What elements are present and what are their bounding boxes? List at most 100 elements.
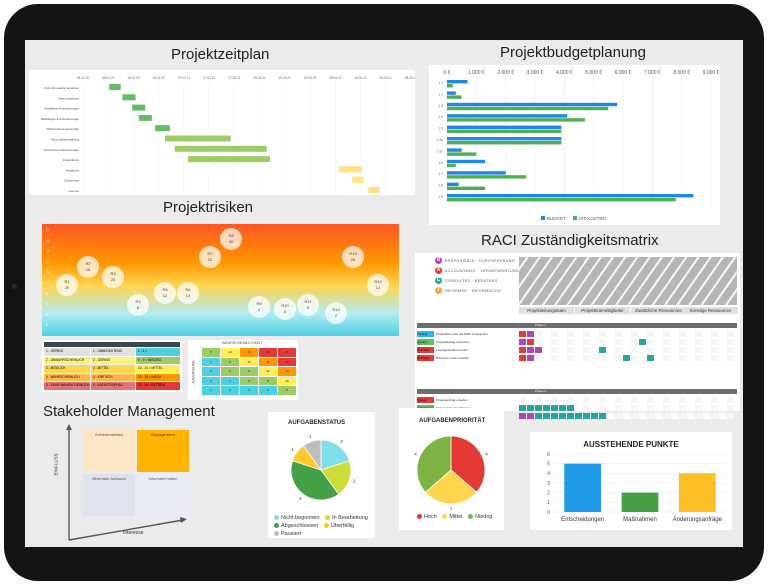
pending-category-label: Entscheidungen — [561, 517, 604, 523]
raci-cell — [607, 397, 615, 403]
quadrant-br-label: Informiert halten — [148, 476, 178, 481]
raci-legend-text: INFORMED · INFORMATION — [445, 288, 502, 293]
raci-cell — [711, 355, 719, 361]
risk-matrix-cell: 5 — [202, 348, 220, 357]
raci-cell — [719, 339, 727, 345]
raci-cell — [527, 331, 535, 337]
budget-bar — [447, 102, 618, 107]
risk-bubble: R6 14 — [177, 282, 199, 304]
raci-cell — [583, 355, 591, 361]
raci-cell — [711, 413, 719, 419]
ist-bar — [447, 152, 477, 156]
aufgabenprioritaet-pie: 4 3 4 — [414, 435, 488, 510]
budget-axis-tick: 3.000 € — [527, 70, 544, 76]
risk-legend-header — [44, 342, 180, 347]
budget-row-label: 1.1 — [438, 81, 443, 85]
raci-cell — [591, 405, 599, 411]
raci-cell — [655, 339, 663, 345]
ist-bar — [447, 106, 609, 111]
raci-cell — [527, 405, 535, 411]
raci-cell — [519, 405, 527, 411]
raci-cell — [679, 355, 687, 361]
risk-bubble-score: 6 — [283, 309, 287, 314]
risk-matrix-cell: 6 — [221, 367, 239, 376]
budget-row-label: 1.8 — [438, 184, 443, 188]
priority-slice — [416, 435, 452, 493]
gantt-chart: 28.12.20 08.01.21 18.01.21 28.01.21 07.02.21… — [41, 76, 417, 193]
pending-category-label: Änderungsanfräge — [673, 516, 723, 523]
risk-matrix-cell: 4 — [259, 386, 277, 395]
risk-y-tick: 10 — [46, 281, 50, 285]
raci-legend-letter: I — [435, 287, 442, 294]
status-legend-swatch — [274, 531, 279, 537]
risk-bubble-id: R10 — [281, 303, 289, 308]
risk-bubble-score: 4 — [257, 307, 261, 312]
raci-cell — [591, 347, 599, 353]
budget-axis-tick: 0 € — [444, 70, 451, 76]
gantt-task-label: Detaillierte Anforderungen — [44, 107, 79, 111]
raci-status: Pending — [417, 331, 434, 337]
budget-bar-chart: 0 € 1.000 € 2.000 € 3.000 € 4.000 € 5.000 € 6.… — [436, 70, 719, 221]
risk-matrix-cell: 6 — [240, 376, 258, 386]
risk-impact-row: 2 - GERING — [91, 356, 135, 364]
raci-cell — [559, 413, 567, 419]
risk-bubble: R5 12 — [154, 282, 176, 304]
risk-y-tick: 6 — [46, 302, 48, 307]
raci-cell — [687, 355, 695, 361]
raci-cell — [623, 413, 631, 419]
gantt-date-label: 18.01.21 — [127, 76, 140, 80]
risk-score-row: 1 - 4 = VERNACHLÄSSIGBAR — [136, 348, 180, 361]
raci-cell — [599, 355, 607, 361]
priority-legend-swatch — [417, 514, 422, 520]
quadrant-bl-label: Minimaler Aufwand — [92, 476, 126, 481]
raci-status: Überfällig — [417, 355, 434, 361]
raci-cell — [695, 413, 703, 419]
raci-legend-text: RESPONSIBLE · DURCHFÜHRUNG — [445, 258, 515, 263]
raci-cell — [567, 331, 575, 337]
raci-cell — [575, 405, 583, 411]
raci-cell — [551, 413, 559, 419]
raci-cell — [687, 339, 695, 345]
ausstehende-title: AUSSTEHENDE PUNKTE — [583, 440, 679, 449]
gantt-date-label: 08.05.21 — [405, 76, 415, 80]
raci-cell — [527, 397, 535, 403]
raci-cell — [655, 413, 663, 419]
risk-bubble-id: R9 — [256, 301, 262, 306]
ist-bar — [447, 129, 562, 133]
gantt-bar — [351, 176, 364, 183]
quadrant-zufriedenstellen: Zufriedenstellen — [83, 430, 135, 472]
raci-cell — [663, 405, 671, 411]
raci-cell — [519, 397, 527, 403]
ist-bar — [447, 163, 456, 168]
raci-cell — [527, 413, 535, 419]
budget-bar — [447, 80, 468, 84]
risk-bubble: R4 8 — [127, 294, 149, 316]
gantt-bar — [138, 114, 152, 121]
raci-cell — [671, 347, 679, 353]
raci-cell — [695, 397, 703, 403]
raci-cell — [567, 347, 575, 353]
risk-score-row: 5 - 9 = NIEDRIG — [136, 356, 180, 364]
raci-cell — [663, 355, 671, 361]
risk-bubble-id: R7 — [207, 251, 213, 256]
raci-cell — [535, 331, 543, 337]
pending-bar — [678, 473, 716, 512]
risk-y-tick: 20 — [46, 228, 50, 232]
risk-bubble-id: R11 — [304, 299, 312, 304]
raci-cell — [551, 339, 559, 345]
raci-legend-text: CONSULTED · BERATUNG — [445, 278, 498, 283]
raci-cell — [719, 397, 727, 403]
raci-cell — [543, 405, 551, 411]
raci-cell — [679, 397, 687, 403]
budget-bar — [447, 137, 562, 141]
risk-bubble-id: R8 — [228, 233, 234, 238]
gantt-date-label: 09.03.21 — [253, 76, 266, 80]
raci-cell — [583, 339, 591, 345]
risk-matrix-panel: WAHRSCHEINLICHKEIT AUSWIRKUNG 5 10 15 20 25 4… — [188, 340, 298, 400]
status-slice — [290, 460, 340, 501]
raci-cell — [687, 413, 695, 419]
priority-legend-swatch — [442, 514, 448, 520]
gantt-task-label: Go-Live — [68, 189, 79, 193]
risk-impact-row: 3 - MITTEL — [91, 365, 135, 373]
